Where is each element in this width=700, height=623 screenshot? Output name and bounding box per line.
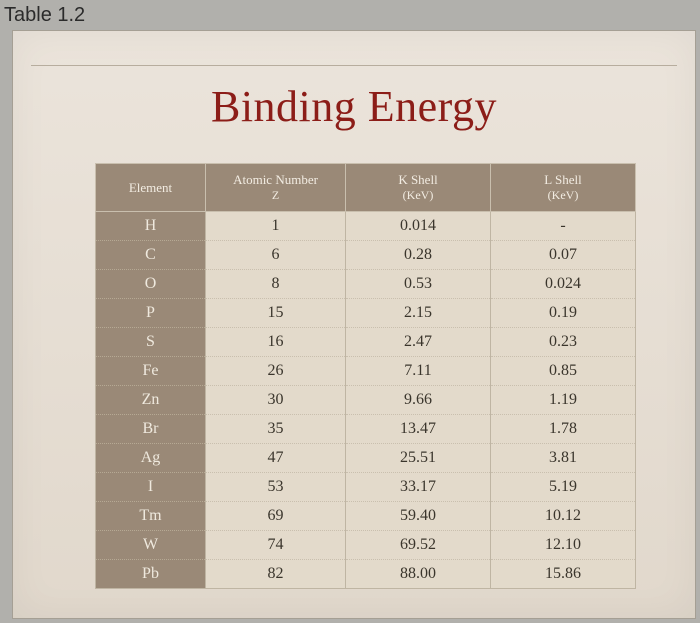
col-header-k-line1: K Shell — [398, 172, 437, 187]
cell-atomic-number: 26 — [206, 357, 346, 386]
cell-k-shell: 0.28 — [346, 241, 491, 270]
cell-element: C — [96, 241, 206, 270]
cell-element: Br — [96, 415, 206, 444]
cell-element: Ag — [96, 444, 206, 473]
cell-element: O — [96, 270, 206, 299]
cell-atomic-number: 47 — [206, 444, 346, 473]
cell-element: I — [96, 473, 206, 502]
table-header-row: Element Atomic Number Z K Shell (KeV) L … — [96, 164, 636, 212]
cell-l-shell: 0.85 — [491, 357, 636, 386]
cell-atomic-number: 74 — [206, 531, 346, 560]
cell-atomic-number: 16 — [206, 328, 346, 357]
cell-l-shell: 15.86 — [491, 560, 636, 589]
col-header-z-line2: Z — [210, 188, 341, 203]
binding-energy-table: Element Atomic Number Z K Shell (KeV) L … — [95, 163, 636, 589]
cell-l-shell: 0.23 — [491, 328, 636, 357]
col-header-l: L Shell (KeV) — [491, 164, 636, 212]
cell-l-shell: 10.12 — [491, 502, 636, 531]
cell-element: Pb — [96, 560, 206, 589]
cell-k-shell: 25.51 — [346, 444, 491, 473]
cell-l-shell: 0.19 — [491, 299, 636, 328]
col-header-k-line2: (KeV) — [350, 188, 486, 203]
binding-energy-table-wrap: Element Atomic Number Z K Shell (KeV) L … — [95, 163, 635, 589]
slide-area: Binding Energy Element Atomic Number Z — [12, 30, 696, 619]
col-header-element-line1: Element — [129, 180, 172, 195]
table-row: S162.470.23 — [96, 328, 636, 357]
cell-l-shell: 5.19 — [491, 473, 636, 502]
table-row: W7469.5212.10 — [96, 531, 636, 560]
cell-k-shell: 33.17 — [346, 473, 491, 502]
cell-k-shell: 2.47 — [346, 328, 491, 357]
table-row: Tm6959.4010.12 — [96, 502, 636, 531]
cell-atomic-number: 1 — [206, 212, 346, 241]
cell-k-shell: 69.52 — [346, 531, 491, 560]
table-row: Fe267.110.85 — [96, 357, 636, 386]
cell-k-shell: 88.00 — [346, 560, 491, 589]
cell-atomic-number: 82 — [206, 560, 346, 589]
col-header-z-line1: Atomic Number — [233, 172, 318, 187]
col-header-l-line1: L Shell — [544, 172, 581, 187]
cell-k-shell: 0.53 — [346, 270, 491, 299]
cell-k-shell: 0.014 — [346, 212, 491, 241]
col-header-k: K Shell (KeV) — [346, 164, 491, 212]
table-row: O80.530.024 — [96, 270, 636, 299]
table-row: Zn309.661.19 — [96, 386, 636, 415]
col-header-z: Atomic Number Z — [206, 164, 346, 212]
outer-table-label: Table 1.2 — [4, 4, 85, 27]
table-body: H10.014-C60.280.07O80.530.024P152.150.19… — [96, 212, 636, 589]
cell-element: Tm — [96, 502, 206, 531]
cell-l-shell: 1.78 — [491, 415, 636, 444]
cell-atomic-number: 15 — [206, 299, 346, 328]
cell-k-shell: 2.15 — [346, 299, 491, 328]
table-row: Ag4725.513.81 — [96, 444, 636, 473]
table-row: C60.280.07 — [96, 241, 636, 270]
table-row: Pb8288.0015.86 — [96, 560, 636, 589]
col-header-element: Element — [96, 164, 206, 212]
cell-atomic-number: 69 — [206, 502, 346, 531]
cell-k-shell: 7.11 — [346, 357, 491, 386]
table-row: I5333.175.19 — [96, 473, 636, 502]
cell-l-shell: 12.10 — [491, 531, 636, 560]
cell-k-shell: 9.66 — [346, 386, 491, 415]
cell-element: Zn — [96, 386, 206, 415]
table-row: H10.014- — [96, 212, 636, 241]
col-header-l-line2: (KeV) — [495, 188, 631, 203]
cell-l-shell: 0.07 — [491, 241, 636, 270]
table-row: Br3513.471.78 — [96, 415, 636, 444]
cell-element: H — [96, 212, 206, 241]
cell-k-shell: 59.40 — [346, 502, 491, 531]
cell-element: W — [96, 531, 206, 560]
cell-l-shell: 3.81 — [491, 444, 636, 473]
cell-l-shell: 1.19 — [491, 386, 636, 415]
cell-element: Fe — [96, 357, 206, 386]
cell-atomic-number: 30 — [206, 386, 346, 415]
table-row: P152.150.19 — [96, 299, 636, 328]
cell-atomic-number: 53 — [206, 473, 346, 502]
slide-title: Binding Energy — [13, 81, 695, 132]
cell-l-shell: 0.024 — [491, 270, 636, 299]
cell-element: P — [96, 299, 206, 328]
cell-l-shell: - — [491, 212, 636, 241]
cell-atomic-number: 8 — [206, 270, 346, 299]
cell-element: S — [96, 328, 206, 357]
horizontal-rule — [31, 65, 677, 66]
cell-k-shell: 13.47 — [346, 415, 491, 444]
cell-atomic-number: 35 — [206, 415, 346, 444]
cell-atomic-number: 6 — [206, 241, 346, 270]
